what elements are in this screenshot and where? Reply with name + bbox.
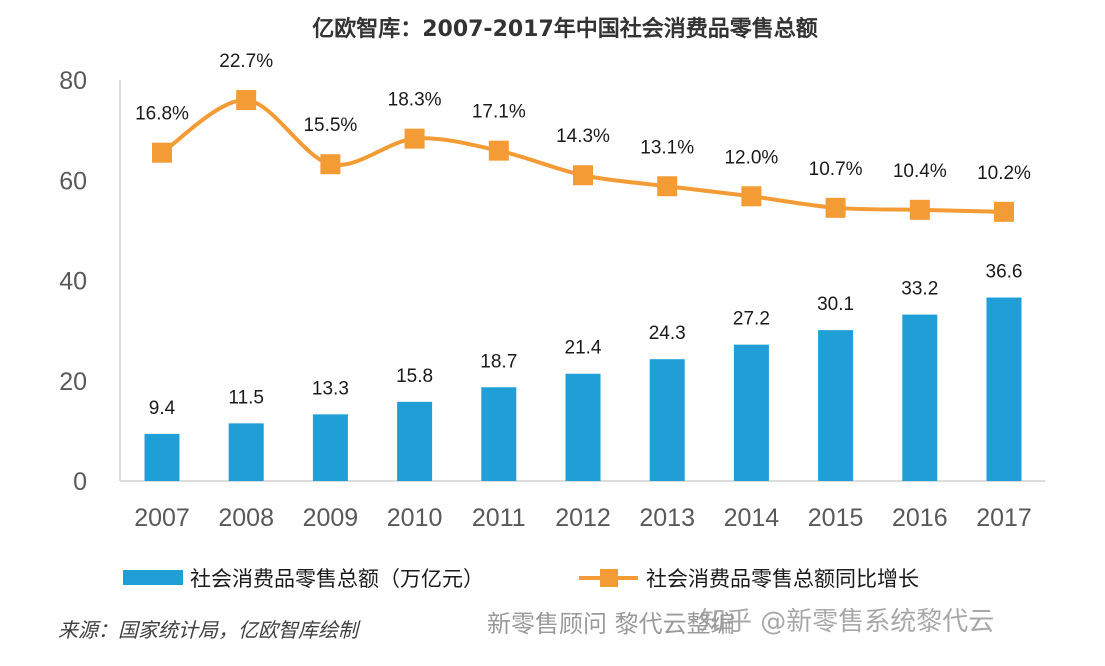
x-axis-ticks: 2007 2008 2009 2010 2011 2012 2013 2014 2015 2016…: [134, 504, 1032, 532]
x-tick-label: 2007: [134, 504, 190, 532]
line-data-labels: 16.8% 22.7% 15.5% 18.3% 17.1% 14.3% 13.1% 12.0%…: [135, 51, 1031, 184]
x-tick-label: 2015: [808, 504, 864, 532]
bar: [818, 330, 854, 481]
bar-data-label: 24.3: [649, 323, 686, 344]
y-tick-label: 80: [59, 67, 87, 95]
bar: [144, 433, 180, 481]
bar-data-label: 21.4: [565, 338, 602, 359]
x-tick-label: 2013: [639, 504, 695, 532]
line-data-label: 14.3%: [556, 126, 610, 147]
line-series: [152, 90, 1014, 222]
x-tick-label: 2012: [555, 504, 611, 532]
bar-data-label: 15.8: [396, 366, 433, 387]
growth-line: [160, 98, 1005, 214]
line-data-label: 13.1%: [640, 137, 694, 158]
line-marker: [909, 199, 930, 220]
line-marker: [236, 90, 257, 111]
x-tick-label: 2017: [976, 504, 1032, 532]
bar-data-label: 9.4: [149, 398, 176, 419]
x-tick-label: 2009: [303, 504, 359, 532]
bar-data-label: 36.6: [986, 262, 1023, 283]
legend: 社会消费品零售总额（万亿元） 社会消费品零售总额同比增长: [123, 567, 919, 591]
y-tick-label: 0: [73, 468, 87, 496]
bar-data-label: 18.7: [480, 351, 517, 372]
bar-data-labels: 9.4 11.5 13.3 15.8 18.7 21.4 24.3 27.2 30.1 33.2 3…: [149, 262, 1023, 419]
bar-series: [144, 297, 1022, 481]
line-marker: [825, 197, 846, 218]
line-marker: [657, 176, 678, 197]
bar-data-label: 27.2: [733, 309, 770, 330]
bar-data-label: 33.2: [901, 279, 938, 300]
watermark: 新零售顾问 黎代云整编: [487, 610, 735, 638]
line-data-label: 12.0%: [724, 147, 778, 168]
x-tick-label: 2010: [387, 504, 443, 532]
legend-line-label: 社会消费品零售总额同比增长: [646, 567, 919, 591]
line-data-label: 10.7%: [809, 159, 863, 180]
line-marker: [573, 165, 593, 186]
line-marker: [741, 186, 762, 207]
legend-bar-swatch: [123, 570, 183, 585]
line-marker: [994, 201, 1014, 222]
line-data-label: 22.7%: [219, 51, 273, 72]
bar: [312, 414, 348, 481]
source-note: 来源：国家统计局，亿欧智库绘制: [58, 618, 361, 642]
x-tick-label: 2011: [472, 504, 526, 532]
line-marker: [404, 128, 425, 149]
y-axis-ticks: 0 20 40 60 80: [59, 67, 87, 496]
line-marker: [152, 142, 172, 163]
line-data-label: 10.4%: [893, 161, 947, 182]
bar: [565, 373, 601, 481]
bar-data-label: 30.1: [817, 294, 854, 315]
x-tick-label: 2014: [724, 504, 780, 532]
legend-bar-label: 社会消费品零售总额（万亿元）: [190, 567, 484, 591]
y-tick-label: 20: [59, 368, 87, 396]
bar: [228, 423, 264, 481]
chart-title: 亿欧智库：2007-2017年中国社会消费品零售总额: [312, 16, 818, 42]
legend-line-marker: [600, 569, 618, 587]
x-tick-label: 2016: [892, 504, 948, 532]
bar: [733, 344, 769, 481]
bar: [481, 387, 517, 481]
x-tick-label: 2008: [218, 504, 274, 532]
bar-data-label: 13.3: [312, 378, 349, 399]
bar: [986, 297, 1022, 481]
line-marker: [320, 154, 341, 175]
line-data-label: 16.8%: [135, 104, 189, 125]
bar: [902, 314, 938, 481]
y-tick-label: 40: [59, 268, 87, 296]
line-data-label: 15.5%: [303, 115, 357, 136]
line-marker: [488, 140, 509, 161]
bar: [649, 359, 685, 481]
watermark-zhihu: 知乎 @新零售系统黎代云: [700, 607, 994, 637]
bar-data-label: 11.5: [228, 387, 264, 408]
y-tick-label: 60: [59, 167, 87, 195]
line-data-label: 10.2%: [977, 163, 1031, 184]
line-data-label: 18.3%: [388, 90, 442, 111]
line-data-label: 17.1%: [472, 102, 526, 123]
bar: [397, 401, 433, 481]
